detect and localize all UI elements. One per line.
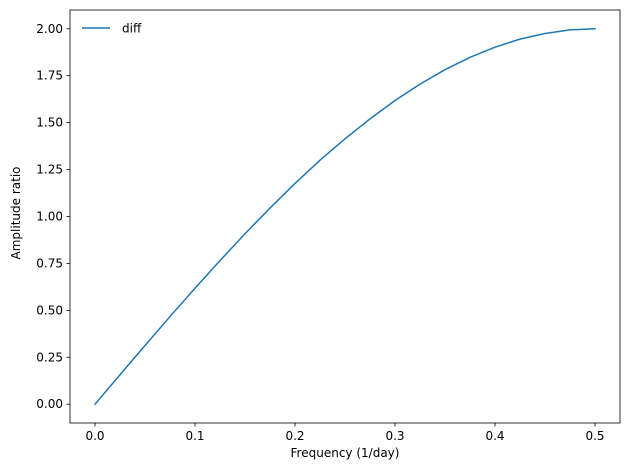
plot-frame — [69, 9, 621, 424]
y-tick-label: 1.50 — [36, 116, 63, 130]
x-axis-label: Frequency (1/day) — [291, 446, 400, 460]
y-tick-label: 1.00 — [36, 210, 63, 224]
legend: diff — [82, 22, 142, 36]
x-tick-label: 0.0 — [85, 429, 104, 443]
y-tick-label: 2.00 — [36, 22, 63, 36]
y-tick-label: 0.25 — [36, 350, 63, 364]
y-tick-label: 1.25 — [36, 163, 63, 177]
axes: 0.0 0.1 0.2 0.3 0.4 0.5 0.00 0.25 0.50 0.75 1.00 1.… — [36, 9, 621, 443]
y-axis-label: Amplitude ratio — [9, 167, 23, 260]
x-tick-label: 0.5 — [585, 429, 604, 443]
legend-label: diff — [122, 22, 142, 36]
x-tick-label: 0.2 — [285, 429, 304, 443]
x-tick-label: 0.3 — [385, 429, 404, 443]
y-tick-label: 0.50 — [36, 303, 63, 317]
series-line-diff — [93, 27, 596, 406]
y-tick-label: 1.75 — [36, 69, 63, 83]
x-tick-label: 0.4 — [485, 429, 504, 443]
y-tick-label: 0.00 — [36, 397, 63, 411]
x-tick-label: 0.1 — [185, 429, 204, 443]
plot-area — [93, 27, 596, 406]
y-tick-label: 0.75 — [36, 256, 63, 270]
